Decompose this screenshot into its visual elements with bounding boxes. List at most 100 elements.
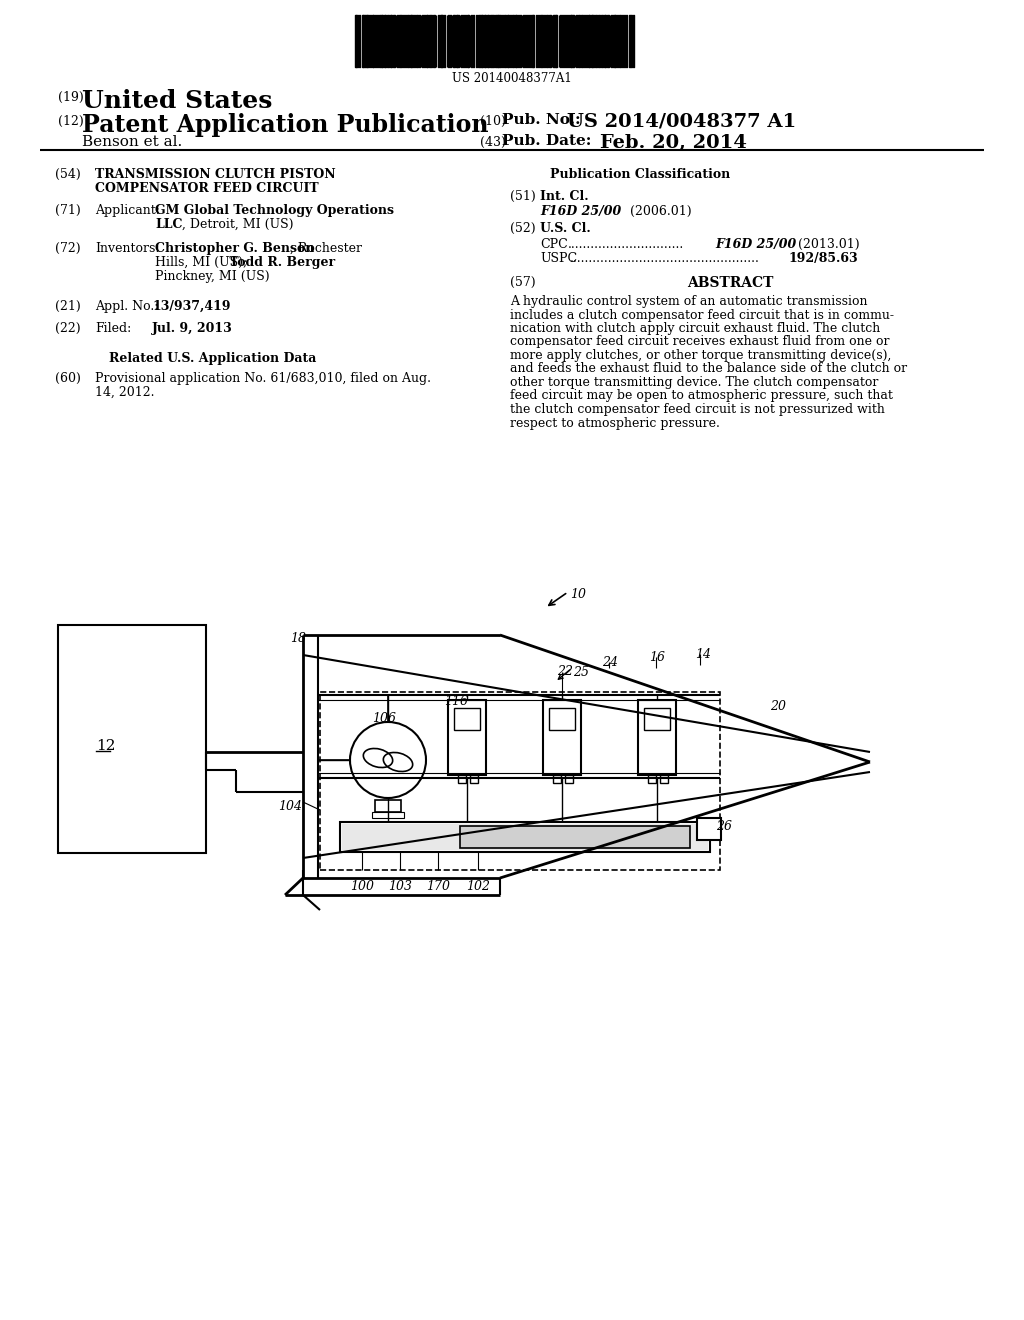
Text: 102: 102 (466, 880, 490, 894)
Text: 106: 106 (372, 711, 396, 725)
Text: Pub. No.:: Pub. No.: (502, 114, 581, 127)
Bar (644, 708, 670, 730)
Bar (553, 775, 561, 783)
Text: Appl. No.:: Appl. No.: (95, 300, 159, 313)
Text: (51): (51) (510, 190, 536, 203)
Text: 24: 24 (602, 656, 618, 669)
Text: TRANSMISSION CLUTCH PISTON: TRANSMISSION CLUTCH PISTON (95, 168, 336, 181)
Text: (71): (71) (55, 205, 81, 216)
Text: , Rochester: , Rochester (290, 242, 362, 255)
Text: US 2014/0048377 A1: US 2014/0048377 A1 (567, 114, 797, 131)
Text: (22): (22) (55, 322, 81, 335)
Text: (72): (72) (55, 242, 81, 255)
Text: .................................................: ........................................… (570, 252, 760, 265)
Text: 12: 12 (96, 739, 116, 752)
Text: 116: 116 (444, 696, 468, 708)
Text: (52): (52) (510, 222, 536, 235)
Text: 26: 26 (716, 820, 732, 833)
Bar (460, 826, 690, 847)
Text: 16: 16 (649, 651, 665, 664)
Text: (10): (10) (480, 115, 506, 128)
Text: nication with clutch apply circuit exhaust fluid. The clutch: nication with clutch apply circuit exhau… (510, 322, 881, 335)
Bar (319, 692, 720, 870)
Text: the clutch compensator feed circuit is not pressurized with: the clutch compensator feed circuit is n… (510, 403, 885, 416)
Text: US 20140048377A1: US 20140048377A1 (453, 73, 571, 84)
Text: more apply clutches, or other torque transmitting device(s),: more apply clutches, or other torque tra… (510, 348, 891, 362)
Text: 104: 104 (278, 800, 302, 813)
Text: Pub. Date:: Pub. Date: (502, 135, 592, 148)
Bar (342, 824, 708, 850)
Bar (638, 700, 676, 775)
Text: respect to atmospheric pressure.: respect to atmospheric pressure. (510, 417, 720, 429)
Text: Benson et al.: Benson et al. (82, 135, 182, 149)
Text: Provisional application No. 61/683,010, filed on Aug.: Provisional application No. 61/683,010, … (95, 372, 431, 385)
Text: (54): (54) (55, 168, 81, 181)
Text: Publication Classification: Publication Classification (550, 168, 730, 181)
Text: Jul. 9, 2013: Jul. 9, 2013 (152, 322, 232, 335)
Text: Filed:: Filed: (95, 322, 131, 335)
Bar (565, 775, 573, 783)
Text: other torque transmitting device. The clutch compensator: other torque transmitting device. The cl… (510, 376, 879, 389)
Bar (454, 708, 480, 730)
Text: Feb. 20, 2014: Feb. 20, 2014 (600, 135, 746, 152)
Text: 10: 10 (570, 587, 586, 601)
Text: CPC: CPC (540, 238, 567, 251)
Text: 103: 103 (388, 880, 412, 894)
Text: U.S. Cl.: U.S. Cl. (540, 222, 591, 235)
Text: (2013.01): (2013.01) (798, 238, 859, 251)
Text: COMPENSATOR FEED CIRCUIT: COMPENSATOR FEED CIRCUIT (95, 182, 318, 195)
Bar (470, 775, 478, 783)
Text: (60): (60) (55, 372, 81, 385)
Text: (21): (21) (55, 300, 81, 313)
Text: Applicant:: Applicant: (95, 205, 160, 216)
Text: 22: 22 (557, 665, 573, 678)
Text: 18: 18 (290, 632, 306, 645)
Text: F16D 25/00: F16D 25/00 (540, 205, 622, 218)
Text: 25: 25 (573, 667, 589, 678)
Text: 20: 20 (770, 700, 786, 713)
Bar (660, 775, 668, 783)
Text: 170: 170 (426, 880, 450, 894)
Text: United States: United States (82, 88, 272, 114)
Text: 192/85.63: 192/85.63 (788, 252, 858, 265)
Text: feed circuit may be open to atmospheric pressure, such that: feed circuit may be open to atmospheric … (510, 389, 893, 403)
Text: (43): (43) (480, 136, 506, 149)
Bar (449, 700, 486, 775)
Bar (543, 700, 581, 775)
Text: (57): (57) (510, 276, 536, 289)
Text: 13/937,419: 13/937,419 (152, 300, 230, 313)
Text: A hydraulic control system of an automatic transmission: A hydraulic control system of an automat… (510, 294, 867, 308)
Text: Pinckney, MI (US): Pinckney, MI (US) (155, 271, 269, 282)
Text: Hills, MI (US);: Hills, MI (US); (155, 256, 247, 269)
Bar (340, 822, 710, 851)
Bar (58, 624, 206, 853)
Text: 100: 100 (350, 880, 374, 894)
Text: F16D 25/00: F16D 25/00 (715, 238, 797, 251)
Text: Christopher G. Benson: Christopher G. Benson (155, 242, 314, 255)
Text: (19): (19) (58, 91, 84, 104)
Text: includes a clutch compensator feed circuit that is in commu-: includes a clutch compensator feed circu… (510, 309, 894, 322)
Bar (697, 818, 721, 840)
Text: ..............................: .............................. (568, 238, 684, 251)
Text: Inventors:: Inventors: (95, 242, 160, 255)
Bar (458, 775, 466, 783)
Text: Int. Cl.: Int. Cl. (540, 190, 589, 203)
Text: ABSTRACT: ABSTRACT (687, 276, 773, 290)
Bar (375, 800, 401, 812)
Bar (372, 812, 404, 818)
Text: (2006.01): (2006.01) (630, 205, 691, 218)
Text: LLC: LLC (155, 218, 182, 231)
Text: , Detroit, MI (US): , Detroit, MI (US) (182, 218, 294, 231)
Text: and feeds the exhaust fluid to the balance side of the clutch or: and feeds the exhaust fluid to the balan… (510, 363, 907, 375)
Text: GM Global Technology Operations: GM Global Technology Operations (155, 205, 394, 216)
Text: USPC: USPC (540, 252, 578, 265)
Text: Related U.S. Application Data: Related U.S. Application Data (110, 352, 316, 366)
Text: 14, 2012.: 14, 2012. (95, 385, 155, 399)
Bar (648, 775, 656, 783)
Bar (549, 708, 575, 730)
Text: (12): (12) (58, 115, 84, 128)
Text: Todd R. Berger: Todd R. Berger (225, 256, 335, 269)
Text: Patent Application Publication: Patent Application Publication (82, 114, 488, 137)
Text: compensator feed circuit receives exhaust fluid from one or: compensator feed circuit receives exhaus… (510, 335, 890, 348)
Text: 14: 14 (695, 648, 711, 661)
